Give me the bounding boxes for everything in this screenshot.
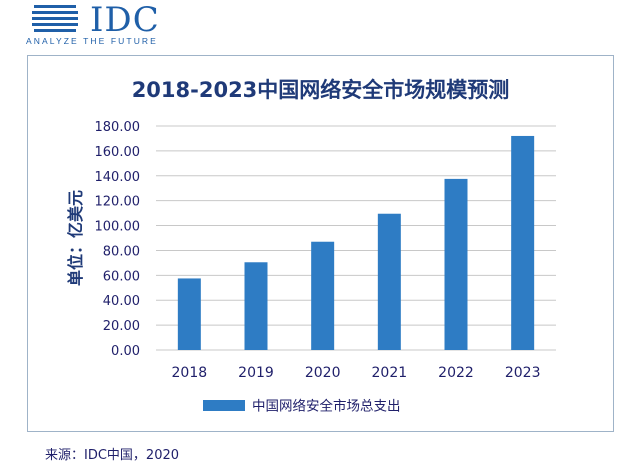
legend-swatch xyxy=(203,400,245,411)
y-tick-label: 60.00 xyxy=(103,269,140,284)
x-tick-label: 2023 xyxy=(505,365,541,381)
source-note: 来源：IDC中国，2020 xyxy=(45,448,180,463)
y-tick-label: 180.00 xyxy=(95,120,141,135)
x-tick-label: 2020 xyxy=(305,365,341,381)
y-tick-label: 40.00 xyxy=(103,294,140,309)
x-tick-label: 2019 xyxy=(238,365,274,381)
logo-text: IDC xyxy=(90,0,160,40)
x-tick-label: 2018 xyxy=(172,365,208,381)
x-tick-label: 2022 xyxy=(438,365,474,381)
y-tick-label: 80.00 xyxy=(103,244,140,259)
y-tick-label: 120.00 xyxy=(95,195,141,210)
logo-tagline: ANALYZE THE FUTURE xyxy=(26,36,158,46)
bar-2020 xyxy=(311,241,335,350)
y-tick-label: 160.00 xyxy=(95,145,141,160)
y-axis-label: 单位：亿美元 xyxy=(66,190,85,286)
bar-2022 xyxy=(444,178,468,350)
y-tick-label: 140.00 xyxy=(95,170,141,185)
bar-2018 xyxy=(177,278,201,350)
bar-2023 xyxy=(511,135,535,350)
bar-2021 xyxy=(377,213,401,350)
bar-chart: 0.00 20.00 40.00 60.00 80.00 100.00 120.00 140.… xyxy=(66,120,556,415)
y-tick-label: 100.00 xyxy=(95,220,141,235)
globe-icon xyxy=(32,5,78,32)
y-tick-label: 0.00 xyxy=(111,344,140,359)
idc-logo: IDC ANALYZE THE FUTURE xyxy=(26,2,186,48)
legend-label: 中国网络安全市场总支出 xyxy=(252,398,401,415)
bar-2019 xyxy=(244,262,268,350)
chart-frame: 2018-2023中国网络安全市场规模预测 0.00 20.00 40.00 60.0… xyxy=(27,55,614,432)
chart-title: 2018-2023中国网络安全市场规模预测 xyxy=(131,78,510,102)
y-tick-label: 20.00 xyxy=(103,319,140,334)
x-tick-label: 2021 xyxy=(372,365,408,381)
